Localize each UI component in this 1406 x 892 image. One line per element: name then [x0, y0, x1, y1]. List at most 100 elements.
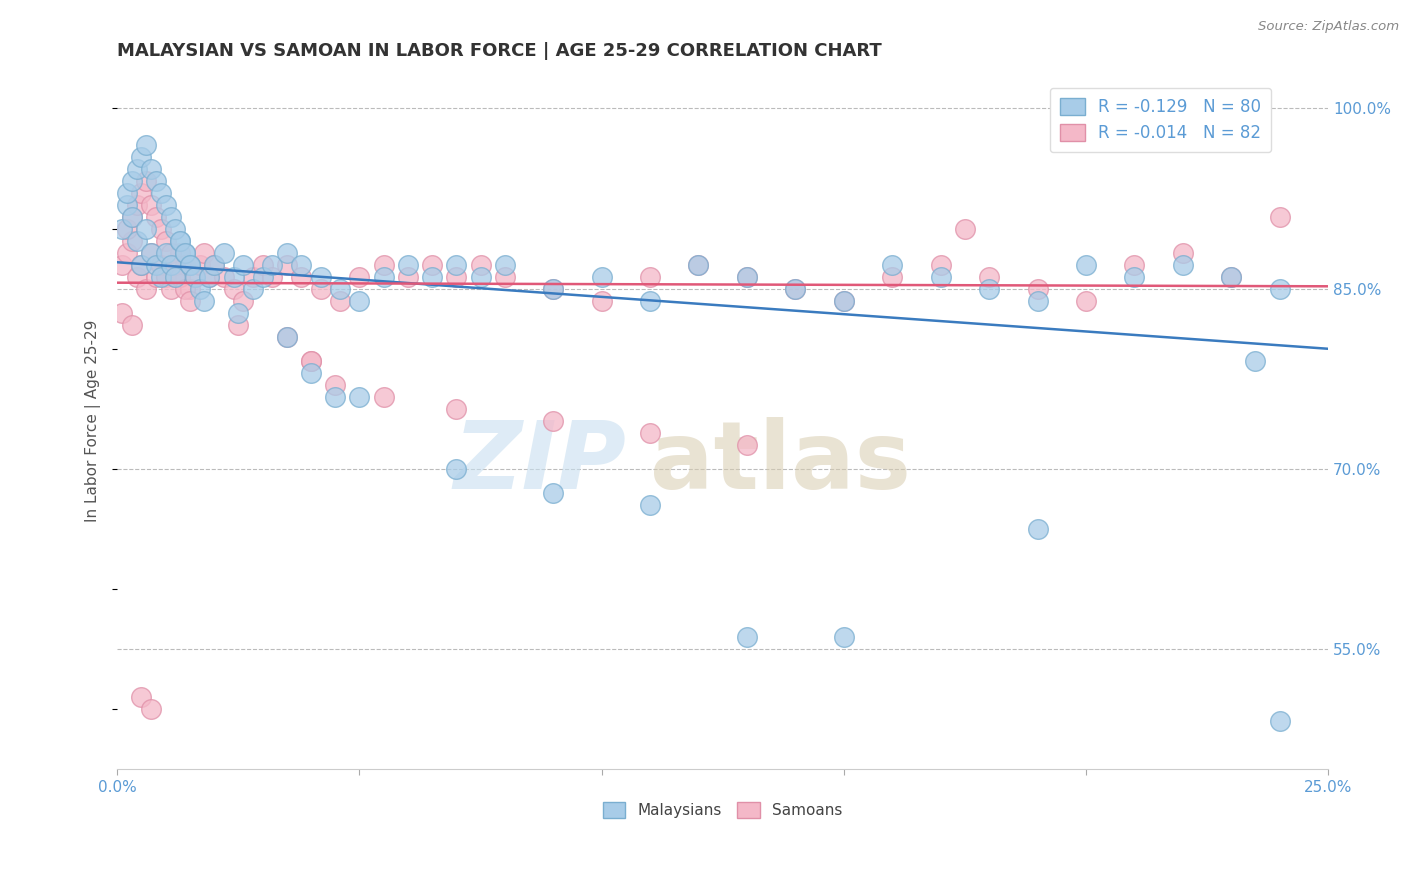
Point: [198, 269, 221, 284]
Text: ZIP: ZIP: [453, 417, 626, 508]
Point: [276, 330, 298, 344]
Point: [349, 293, 371, 308]
Point: [242, 269, 264, 284]
Point: [735, 269, 758, 284]
Point: [329, 282, 352, 296]
Point: [373, 269, 395, 284]
Point: [309, 282, 332, 296]
Point: [131, 258, 153, 272]
Point: [276, 258, 298, 272]
Point: [1074, 293, 1097, 308]
Point: [929, 269, 952, 284]
Point: [149, 221, 172, 235]
Point: [541, 282, 564, 296]
Point: [111, 258, 134, 272]
Point: [165, 221, 187, 235]
Point: [228, 318, 250, 332]
Point: [470, 269, 492, 284]
Point: [349, 269, 371, 284]
Point: [1123, 269, 1146, 284]
Point: [541, 282, 564, 296]
Point: [735, 269, 758, 284]
Point: [638, 269, 661, 284]
Point: [135, 282, 157, 296]
Point: [688, 258, 710, 272]
Point: [159, 258, 181, 272]
Point: [159, 210, 181, 224]
Point: [1244, 353, 1267, 368]
Point: [145, 258, 167, 272]
Point: [1268, 282, 1291, 296]
Point: [494, 258, 516, 272]
Point: [202, 258, 225, 272]
Point: [212, 245, 235, 260]
Point: [212, 269, 235, 284]
Point: [1171, 258, 1194, 272]
Point: [290, 269, 312, 284]
Point: [188, 258, 211, 272]
Point: [373, 390, 395, 404]
Point: [198, 269, 221, 284]
Point: [121, 173, 143, 187]
Point: [125, 161, 148, 176]
Point: [470, 258, 492, 272]
Point: [785, 282, 807, 296]
Point: [1123, 258, 1146, 272]
Point: [135, 137, 157, 152]
Point: [446, 462, 468, 476]
Point: [179, 282, 201, 296]
Point: [131, 186, 153, 200]
Point: [1268, 210, 1291, 224]
Point: [155, 269, 177, 284]
Point: [131, 690, 153, 705]
Point: [396, 269, 419, 284]
Point: [222, 282, 245, 296]
Point: [145, 173, 167, 187]
Point: [396, 258, 419, 272]
Point: [228, 306, 250, 320]
Point: [169, 245, 191, 260]
Point: [1220, 269, 1243, 284]
Point: [165, 269, 187, 284]
Point: [145, 210, 167, 224]
Point: [169, 234, 191, 248]
Point: [882, 269, 904, 284]
Point: [832, 630, 855, 644]
Point: [193, 245, 215, 260]
Point: [446, 258, 468, 272]
Point: [1268, 714, 1291, 729]
Legend: Malaysians, Samoans: Malaysians, Samoans: [596, 797, 849, 824]
Point: [135, 173, 157, 187]
Point: [1220, 269, 1243, 284]
Point: [299, 353, 322, 368]
Point: [420, 269, 443, 284]
Point: [832, 293, 855, 308]
Point: [373, 258, 395, 272]
Point: [242, 282, 264, 296]
Point: [125, 234, 148, 248]
Point: [141, 702, 163, 716]
Point: [232, 258, 254, 272]
Point: [688, 258, 710, 272]
Point: [141, 245, 163, 260]
Point: [1074, 258, 1097, 272]
Point: [323, 390, 346, 404]
Point: [155, 197, 177, 211]
Point: [135, 221, 157, 235]
Point: [141, 245, 163, 260]
Point: [184, 269, 207, 284]
Point: [165, 269, 187, 284]
Point: [121, 210, 143, 224]
Point: [125, 269, 148, 284]
Point: [149, 186, 172, 200]
Point: [591, 293, 613, 308]
Point: [349, 390, 371, 404]
Point: [141, 197, 163, 211]
Point: [222, 269, 245, 284]
Point: [179, 258, 201, 272]
Point: [262, 258, 284, 272]
Point: [638, 498, 661, 512]
Point: [446, 269, 468, 284]
Point: [252, 269, 274, 284]
Point: [159, 245, 181, 260]
